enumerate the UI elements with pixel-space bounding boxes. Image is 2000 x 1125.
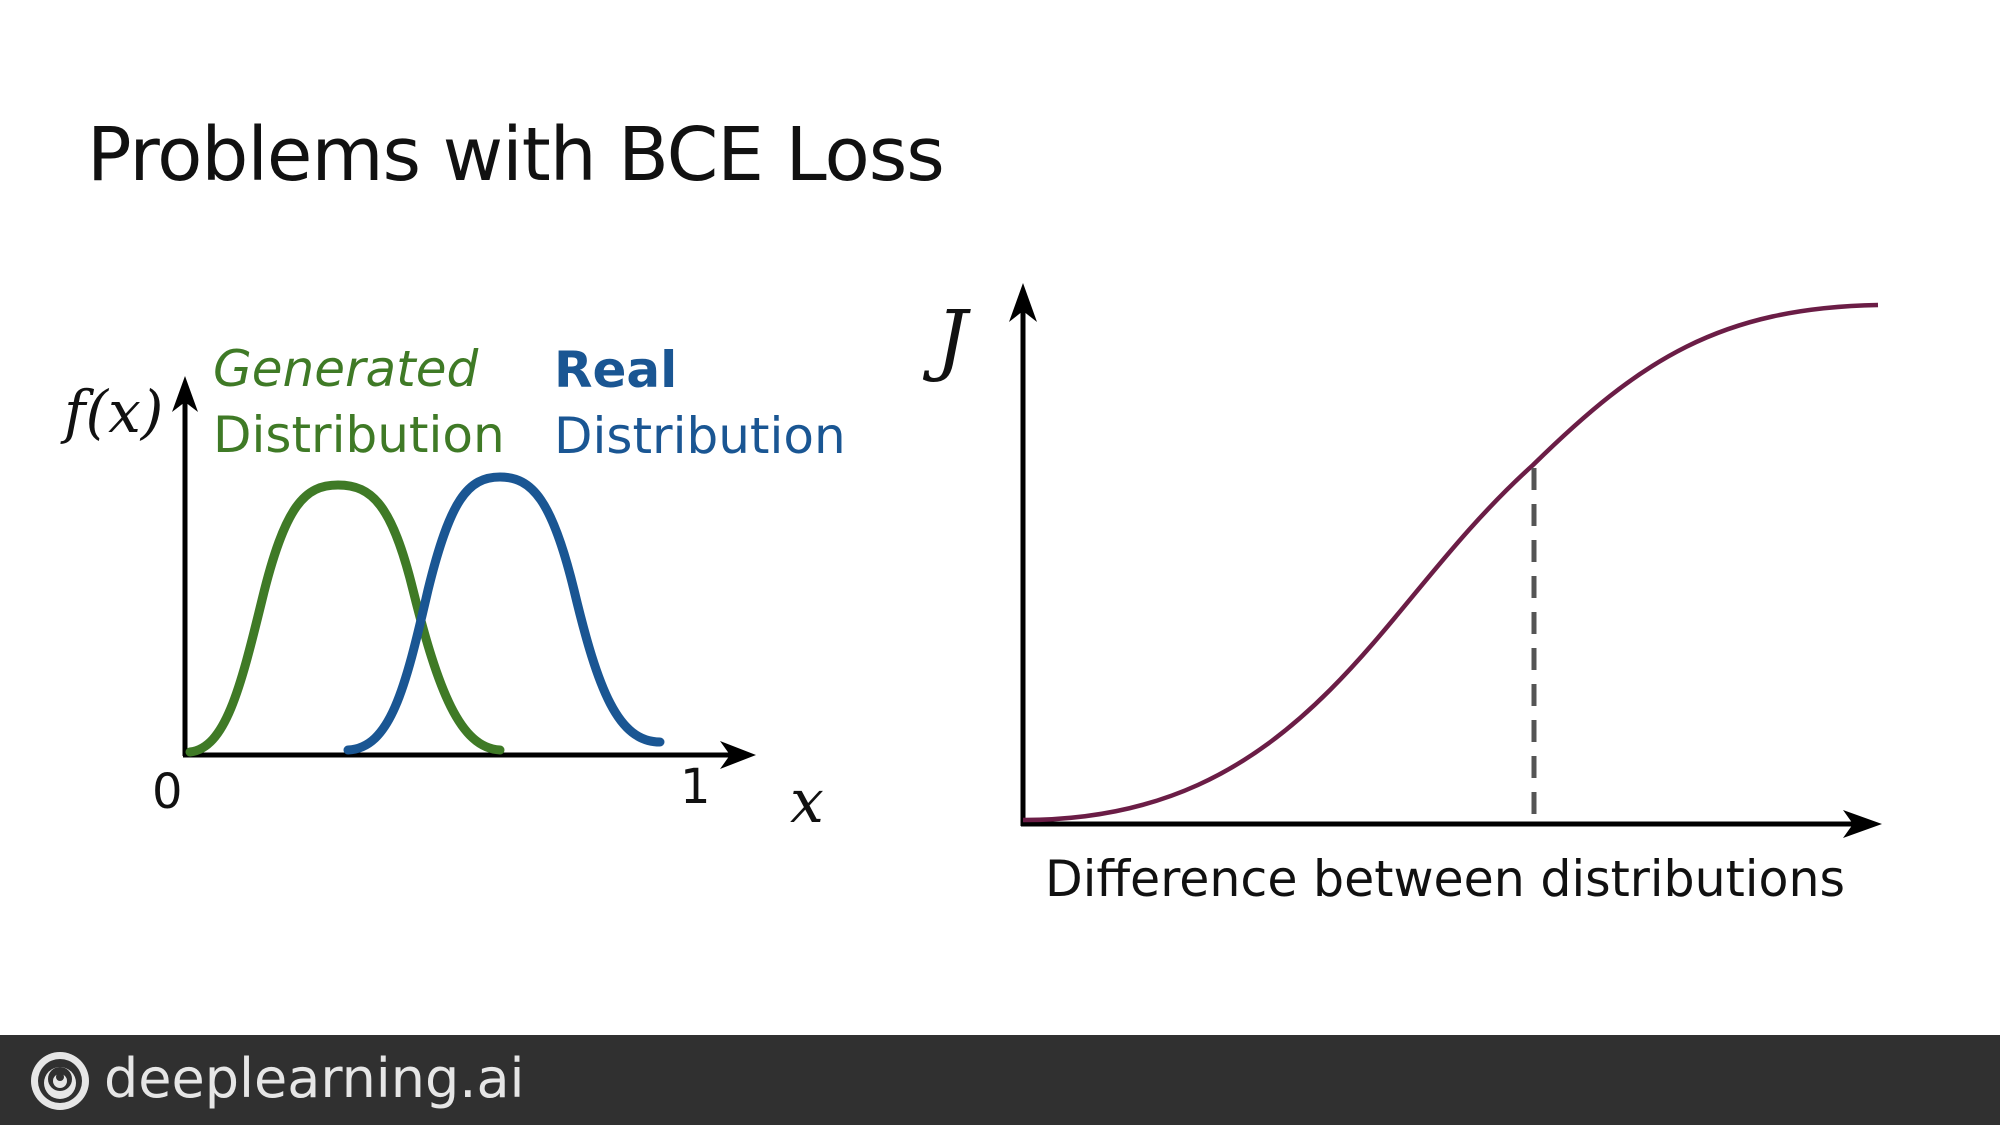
real-label-line2: Distribution	[554, 407, 846, 465]
real-distribution-curve	[343, 472, 665, 755]
footer-brand: deeplearning.ai	[104, 1047, 525, 1110]
generated-distribution-curve	[185, 480, 505, 757]
right-x-axis-arrowhead	[1843, 810, 1882, 838]
right-x-axis-label: Difference between distributions	[1045, 850, 1845, 908]
left-x-tick-end: 1	[680, 759, 711, 815]
left-x-axis-label: x	[790, 767, 824, 837]
right-y-axis-label: J	[922, 295, 971, 385]
left-x-tick-start: 0	[152, 764, 183, 820]
left-x-axis-arrowhead	[720, 741, 756, 769]
left-y-axis-label: f(x)	[60, 378, 163, 446]
real-label-line1: Real	[554, 341, 677, 399]
generated-label-line1: Generated	[213, 340, 479, 398]
right-diagram: J Difference between distributions	[922, 283, 1882, 908]
cost-curve	[1022, 302, 1879, 823]
left-diagram: f(x) x 0 1 Generated Distribution Real D…	[60, 340, 846, 837]
left-y-axis-arrowhead	[172, 376, 198, 412]
right-y-axis-arrowhead	[1009, 283, 1037, 322]
slide-title: Problems with BCE Loss	[87, 112, 945, 198]
generated-label-line2: Distribution	[213, 406, 505, 464]
footer-bar: deeplearning.ai	[0, 1035, 2000, 1125]
deeplearning-logo-icon	[31, 1052, 89, 1110]
